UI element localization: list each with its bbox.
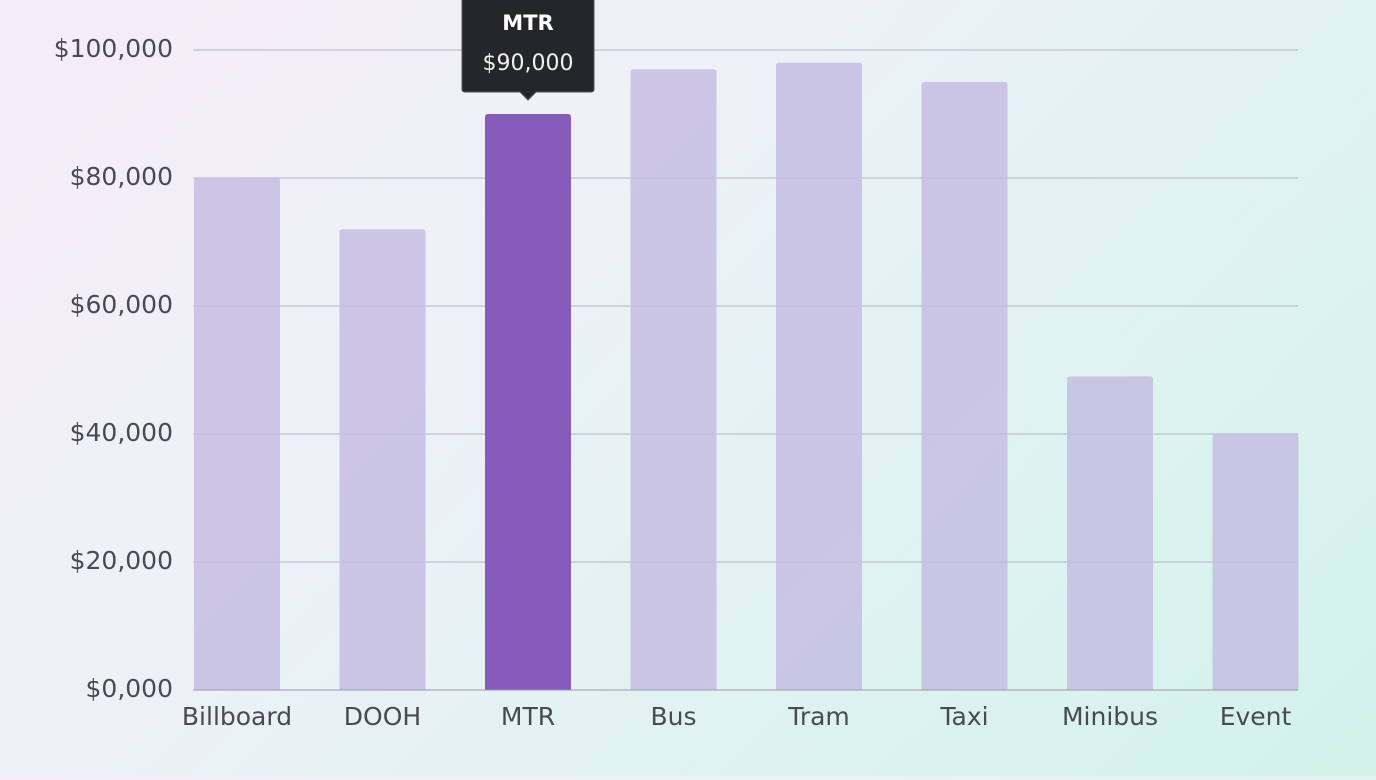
bar (630, 69, 717, 690)
y-tick-label: $60,000 (70, 290, 173, 319)
x-tick-label: Event (1220, 702, 1292, 731)
tooltip-box (461, 0, 595, 101)
y-tick-label: $80,000 (70, 162, 173, 191)
x-tick-label: Bus (650, 702, 696, 731)
x-tick-label: Billboard (182, 702, 292, 731)
bar (194, 178, 280, 690)
x-tick-label: Taxi (939, 702, 988, 731)
y-tick-label: $100,000 (54, 34, 173, 63)
bar (339, 229, 426, 690)
tooltip-value: $90,000 (483, 51, 574, 76)
y-tick-label: $20,000 (70, 546, 173, 575)
x-tick-label: Minibus (1062, 702, 1158, 731)
x-tick-label: MTR (501, 702, 555, 731)
bar (1212, 434, 1299, 690)
x-tick-label: Tram (787, 702, 850, 731)
tooltip-title: MTR (502, 11, 553, 35)
bar (485, 114, 571, 690)
bar (1067, 376, 1153, 690)
y-tick-label: $40,000 (70, 418, 173, 447)
bar (776, 62, 862, 691)
x-tick-label: DOOH (344, 702, 421, 731)
bar (921, 82, 1008, 690)
y-tick-label: $0,000 (86, 674, 173, 703)
